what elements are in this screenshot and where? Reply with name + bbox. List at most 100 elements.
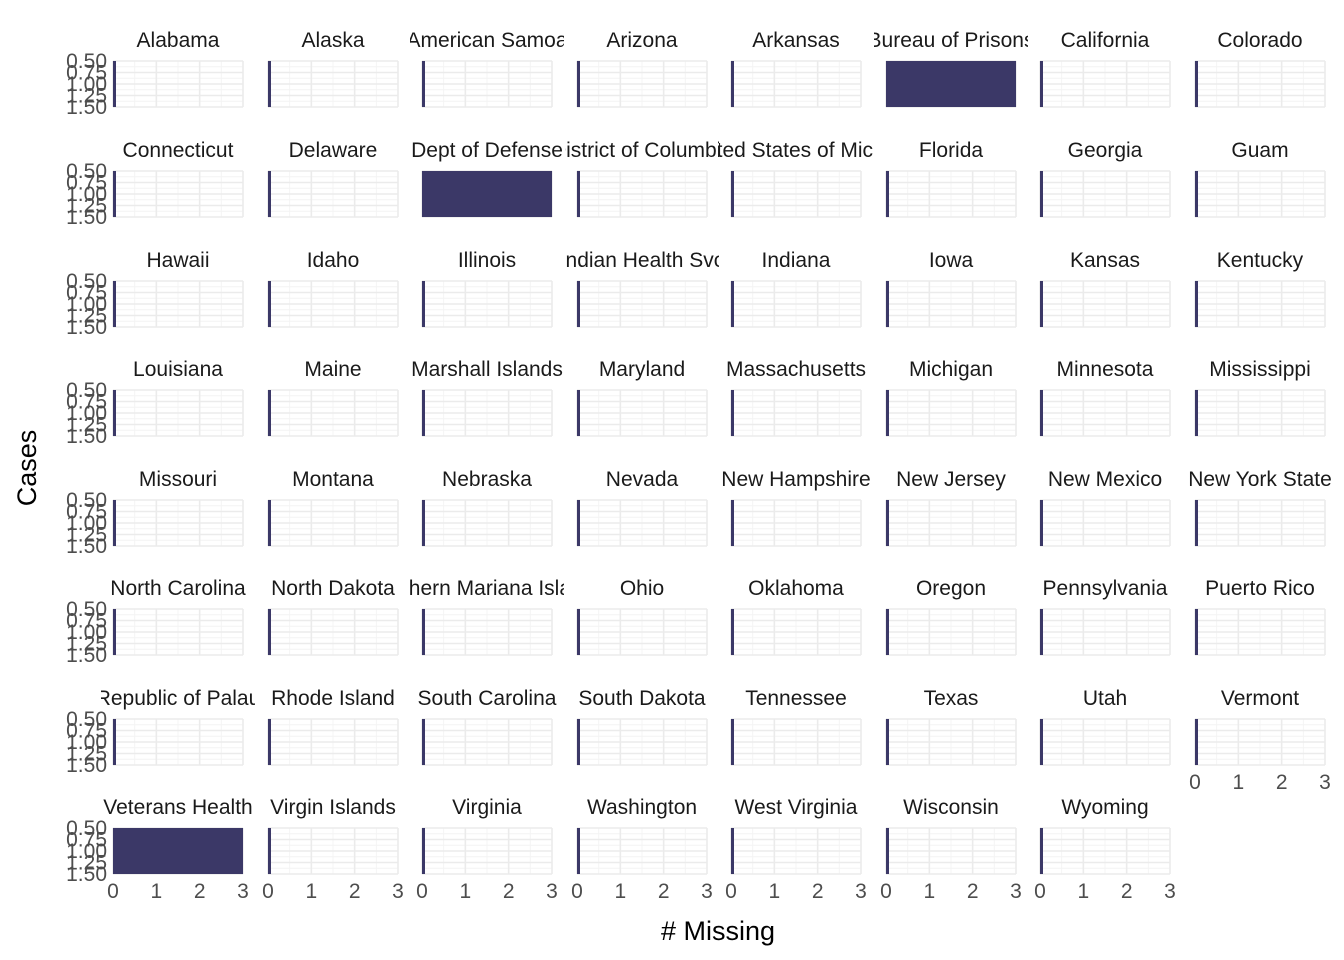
x-tick-label: 1	[923, 880, 935, 903]
y-tick-label: 1.25	[66, 524, 107, 547]
facet-title: Maine	[304, 358, 361, 381]
x-tick-label: 2	[503, 880, 515, 903]
facet-puerto-rico: Puerto Rico	[1194, 577, 1326, 656]
bar-bureau-of-prisons	[886, 61, 1016, 107]
facet-title: Nebraska	[442, 468, 532, 491]
bar-colorado	[1195, 61, 1198, 107]
bar-arizona	[577, 61, 580, 107]
facet-tennessee: Tennessee	[730, 687, 862, 766]
bar-minnesota	[1040, 390, 1043, 436]
facet-north-dakota: North Dakota	[267, 577, 399, 656]
bar-maine	[268, 390, 271, 436]
bar-nebraska	[422, 500, 425, 546]
y-tick-label: 1.00	[66, 621, 107, 644]
x-tick-label: 3	[701, 880, 713, 903]
facet-nevada: Nevada	[576, 468, 708, 547]
bar-oklahoma	[731, 609, 734, 655]
facet-title: Arkansas	[752, 29, 840, 52]
facet-title: Alaska	[301, 29, 364, 52]
facet-title: Georgia	[1068, 139, 1143, 162]
y-tick-label: 0.75	[66, 62, 107, 85]
bar-michigan	[886, 390, 889, 436]
facet-title: Montana	[292, 468, 374, 491]
facet-new-hampshire: New Hampshire	[721, 468, 871, 547]
facet-title: Washington	[587, 796, 697, 819]
y-tick-label: 1.50	[66, 754, 107, 777]
bar-indiana	[731, 281, 734, 327]
y-tick-label: 1.25	[66, 743, 107, 766]
facet-title: Wisconsin	[903, 796, 999, 819]
facet-montana: Montana	[267, 468, 399, 547]
facet-wisconsin: Wisconsin 0 1 2 3	[880, 796, 1022, 903]
bar-virginia	[422, 828, 425, 874]
bar-guam	[1195, 171, 1198, 217]
x-tick-label: 1	[459, 880, 471, 903]
facet-california: California	[1039, 29, 1171, 108]
x-tick-label: 1	[614, 880, 626, 903]
bar-utah	[1040, 719, 1043, 765]
bar-south-carolina	[422, 719, 425, 765]
x-tick-label: 0	[1189, 771, 1201, 794]
y-tick-label: 1.50	[66, 96, 107, 119]
bar-south-dakota	[577, 719, 580, 765]
facet-title: Idaho	[307, 249, 360, 272]
facet-title: Marshall Islands	[411, 358, 563, 381]
facet-title: New York State	[1188, 468, 1332, 491]
x-tick-label: 1	[150, 880, 162, 903]
facet-title: Illinois	[458, 249, 516, 272]
bar-pennsylvania	[1040, 609, 1043, 655]
facet-title: Massachusetts	[726, 358, 866, 381]
facet-west-virginia: West Virginia 0 1 2 3	[725, 796, 867, 903]
x-tick-label: 3	[1319, 771, 1331, 794]
facet-arkansas: Arkansas	[730, 29, 862, 108]
bar-oregon	[886, 609, 889, 655]
y-tick-label: 1.00	[66, 512, 107, 535]
y-tick-label: 1.50	[66, 316, 107, 339]
y-tick-label: 1.25	[66, 305, 107, 328]
facet-new-york-state: New York State	[1188, 468, 1332, 547]
x-tick-label: 2	[349, 880, 361, 903]
facet-title: Nevada	[606, 468, 679, 491]
facet-title: Dept of Defense	[411, 139, 563, 162]
facet-minnesota: Minnesota	[1039, 358, 1171, 437]
facet-title: South Carolina	[418, 687, 557, 710]
bar-kentucky	[1195, 281, 1198, 327]
facet-ohio: Ohio	[576, 577, 708, 656]
facet-title: Rhode Island	[271, 687, 395, 710]
facet-title: Veterans Health	[103, 796, 252, 819]
bar-montana	[268, 500, 271, 546]
x-tick-label: 0	[880, 880, 892, 903]
facet-arizona: Arizona	[576, 29, 708, 108]
facet-title: Vermont	[1221, 687, 1299, 710]
facet-title: Bureau of Prisons	[868, 29, 1035, 52]
bar-puerto-rico	[1195, 609, 1198, 655]
y-tick-label: 1.00	[66, 402, 107, 425]
bar-wisconsin	[886, 828, 889, 874]
facet-title: Mississippi	[1209, 358, 1311, 381]
facet-indian-health-svc: Indian Health Svc	[560, 249, 725, 328]
facet-title: South Dakota	[578, 687, 706, 710]
bar-veterans-health	[113, 828, 243, 874]
facet-title: Florida	[919, 139, 984, 162]
facet-title: Republic of Palau	[96, 687, 261, 710]
bar-vermont	[1195, 719, 1198, 765]
facet-title: Indian Health Svc	[560, 249, 725, 272]
bar-arkansas	[731, 61, 734, 107]
facet-georgia: Georgia	[1039, 139, 1171, 218]
facet-nebraska: Nebraska	[421, 468, 553, 547]
facet-title: Missouri	[139, 468, 217, 491]
x-tick-label: 0	[1034, 880, 1046, 903]
x-tick-label: 2	[1121, 880, 1133, 903]
x-tick-label: 1	[1232, 771, 1244, 794]
facet-title: Virginia	[452, 796, 522, 819]
y-tick-label: 1.50	[66, 644, 107, 667]
facet-guam: Guam	[1194, 139, 1326, 218]
bar-florida	[886, 171, 889, 217]
bar-illinois	[422, 281, 425, 327]
facet-title: Iowa	[929, 249, 974, 272]
facet-rhode-island: Rhode Island	[267, 687, 399, 766]
y-tick-label: 1.25	[66, 852, 107, 875]
y-tick-label: 1.25	[66, 633, 107, 656]
bar-alabama	[113, 61, 116, 107]
